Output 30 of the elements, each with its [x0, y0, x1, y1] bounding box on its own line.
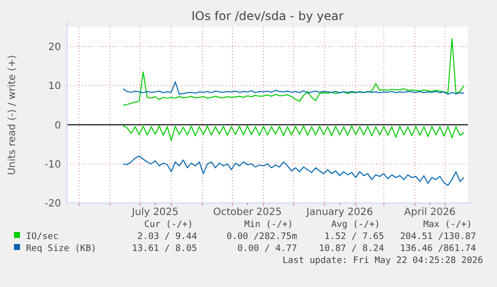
line-series — [122, 156, 464, 186]
text: Last update: Fri May 22 04:25:28 2026 — [282, 256, 483, 266]
text: Avg (-/+) — [331, 220, 380, 230]
text: Cur (-/+) — [144, 220, 193, 230]
legend-label: Req Size (KB) — [26, 244, 96, 254]
text: 0.00 /282.75m — [226, 232, 297, 242]
text: Max (-/+) — [423, 220, 472, 230]
text: 136.46 /861.74 — [400, 244, 476, 254]
text: 0.00 / 4.77 — [237, 244, 297, 254]
y-tick-label: 20 — [48, 42, 61, 54]
line-series — [122, 38, 464, 106]
y-axis-title: Units read (-) / write (+) — [7, 54, 18, 176]
text: 2.03 / 9.44 — [137, 232, 197, 242]
chart-title: IOs for /dev/sda - by year — [191, 9, 344, 23]
x-tick-label: October 2025 — [213, 207, 282, 218]
y-tick-label: -10 — [44, 159, 61, 170]
y-tick-label: 0 — [54, 120, 61, 132]
text: 13.61 / 8.05 — [132, 244, 197, 254]
line-series — [122, 81, 464, 95]
y-tick-label: -20 — [44, 198, 61, 210]
text: 10.87 / 8.24 — [318, 244, 384, 254]
text: 1.52 / 7.65 — [324, 232, 384, 242]
legend-label: IO/sec — [26, 232, 59, 242]
y-tick-label: 10 — [48, 81, 61, 92]
line-series — [122, 125, 464, 141]
x-tick-label: July 2025 — [130, 207, 179, 218]
x-tick-label: April 2026 — [404, 207, 456, 218]
text: Min (-/+) — [244, 220, 293, 230]
x-tick-label: January 2026 — [305, 207, 373, 218]
text: 204.51 /130.87 — [400, 232, 476, 242]
